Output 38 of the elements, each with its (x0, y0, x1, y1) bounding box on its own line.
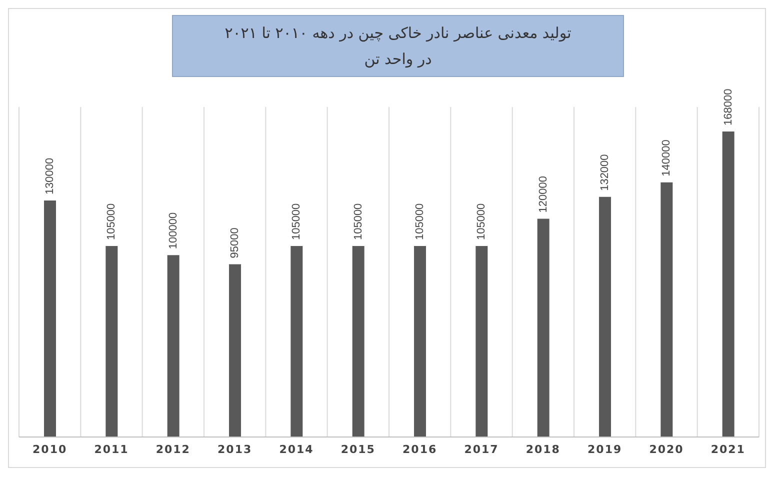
x-tick-label: 2010 (32, 442, 68, 456)
data-label: 130000 (44, 158, 56, 195)
x-tick-label: 2019 (588, 442, 622, 456)
bar (414, 246, 426, 437)
bar (476, 246, 488, 437)
bar (537, 218, 550, 437)
bar (660, 182, 673, 437)
x-tick-label: 2018 (526, 442, 560, 456)
bar (599, 196, 611, 437)
x-tick-label: 2017 (464, 442, 499, 456)
x-tick-label: 2012 (156, 442, 190, 456)
x-tick-label: 2016 (402, 442, 438, 456)
chart-title: تولید معدنی عناصر نادر خاکی چین در دهه ۲۰۱۰ تا ۲۰۲۱ (224, 23, 572, 44)
data-label: 105000 (476, 203, 488, 240)
bar (167, 255, 180, 437)
chart-subtitle: در واحد تن (363, 49, 433, 70)
x-tick-label: 2015 (340, 442, 376, 456)
data-label: 100000 (167, 212, 180, 250)
bar (352, 246, 364, 437)
data-label: 140000 (660, 140, 673, 176)
bar (290, 246, 303, 437)
bar (44, 200, 56, 437)
data-label: 120000 (537, 176, 550, 213)
data-label: 132000 (599, 154, 611, 191)
x-tick-label: 2020 (649, 442, 684, 456)
data-label: 95000 (229, 228, 241, 258)
data-label: 105000 (352, 203, 364, 240)
bar (106, 246, 118, 437)
data-label: 105000 (414, 203, 426, 240)
bar (229, 264, 241, 437)
bar (722, 131, 734, 437)
x-tick-label: 2014 (279, 442, 314, 456)
data-label: 105000 (106, 203, 118, 240)
data-label: 168000 (722, 88, 734, 126)
x-tick-label: 2013 (218, 442, 252, 456)
x-tick-label: 2021 (710, 442, 746, 456)
x-tick-label: 2011 (94, 442, 129, 456)
data-label: 105000 (290, 203, 303, 240)
